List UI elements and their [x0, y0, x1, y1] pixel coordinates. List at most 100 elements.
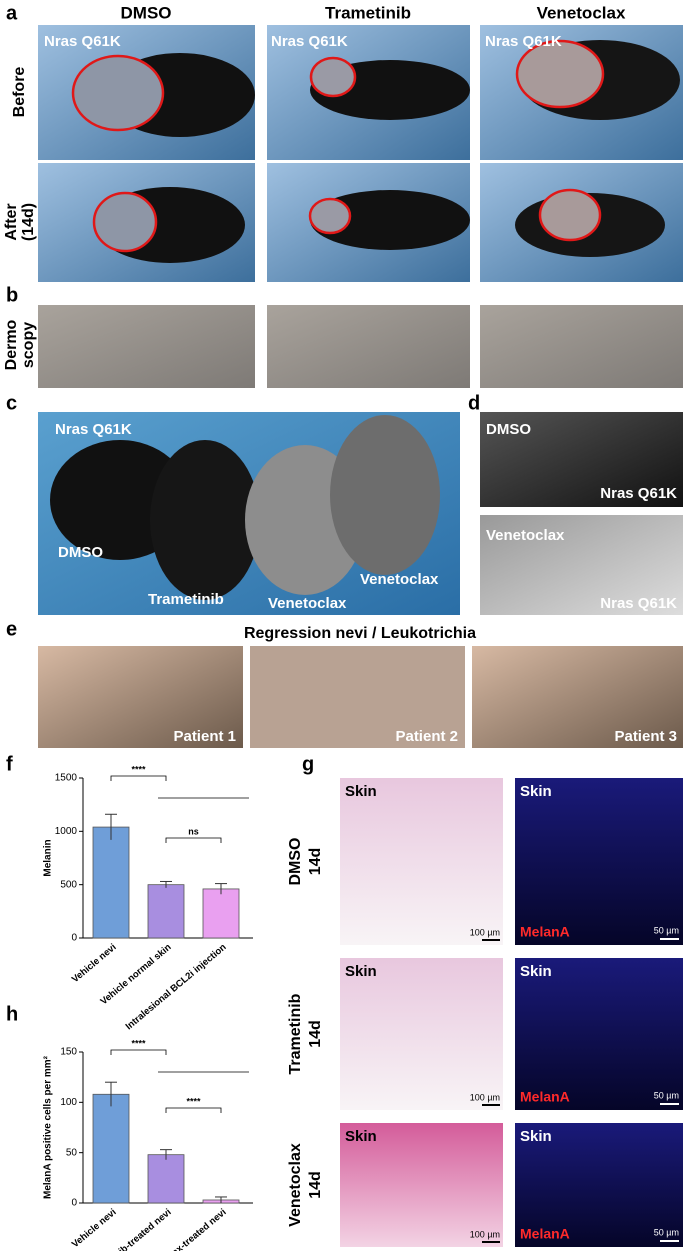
- bar: [92, 826, 130, 939]
- lesion-circle: [538, 188, 602, 242]
- photo: [515, 1123, 683, 1247]
- lesion-circle: [92, 191, 158, 253]
- y-tick-label: 150: [60, 1047, 77, 1058]
- lesion-circle: [309, 56, 357, 98]
- scale-label: 100 µm: [470, 1092, 500, 1102]
- column-header: DMSO: [121, 3, 172, 22]
- photo-tag: Nras Q61K: [600, 595, 677, 612]
- stain-label: MelanA: [520, 1226, 570, 1242]
- scale-label: 100 µm: [470, 1229, 500, 1239]
- photo-tag: Venetoclax: [486, 527, 565, 544]
- photo-tag: Skin: [345, 963, 377, 980]
- photo-tag: Trametinib: [148, 591, 224, 608]
- photo-tag: Patient 1: [173, 728, 236, 745]
- significance-bracket: [110, 1049, 167, 1055]
- column-header: Venetoclax: [537, 3, 626, 22]
- row-label: Before: [11, 67, 28, 118]
- photo-grid: [38, 25, 683, 282]
- photo: [515, 958, 683, 1110]
- bar: [147, 1154, 185, 1204]
- photo: [267, 305, 470, 388]
- significance-label: ****: [131, 764, 146, 774]
- scale-label: 100 µm: [470, 927, 500, 937]
- photo-tag: Venetoclax: [268, 595, 347, 612]
- panel-title: Regression nevi / Leukotrichia: [244, 625, 476, 642]
- photo-tag: Venetoclax: [360, 571, 439, 588]
- photo: [480, 515, 683, 615]
- photo: [472, 646, 683, 748]
- row-label: After: [3, 203, 20, 240]
- photo-tag: Patient 3: [614, 728, 677, 745]
- x-tick-label: Vehicle nevi: [70, 942, 119, 985]
- panel-label: g: [302, 753, 314, 775]
- panel-label: h: [6, 1003, 18, 1025]
- photo: [250, 646, 465, 748]
- row-label: Venetoclax: [287, 1143, 304, 1227]
- y-tick-label: 0: [71, 933, 77, 944]
- photo: [340, 1123, 503, 1247]
- mouse: [310, 190, 470, 250]
- significance-label: ns: [188, 826, 199, 836]
- y-axis-title: MelanA positive cells per mm²: [43, 1055, 54, 1199]
- row-label: Trametinib: [287, 993, 304, 1074]
- scale-label: 50 µm: [654, 1227, 679, 1237]
- photo-tag: DMSO: [58, 544, 103, 561]
- significance-bracket: [165, 837, 222, 843]
- y-tick-label: 500: [60, 879, 77, 890]
- lesion-circle: [71, 54, 165, 132]
- photo-tag: Nras Q61K: [44, 33, 121, 50]
- photo: [38, 646, 243, 748]
- row-label: 14d: [307, 848, 324, 876]
- panel-label: a: [6, 2, 18, 24]
- row-label: scopy: [20, 322, 37, 368]
- bar: [202, 888, 240, 939]
- row-label: Dermo: [3, 319, 20, 370]
- photo: [480, 305, 683, 388]
- mouse: [330, 415, 440, 575]
- panel-label: e: [6, 618, 17, 640]
- row-label: (14d): [20, 203, 37, 241]
- y-tick-label: 100: [60, 1097, 77, 1108]
- panel-label: b: [6, 284, 18, 306]
- photo-tag: Nras Q61K: [600, 485, 677, 502]
- photo: [515, 778, 683, 945]
- x-tick-label: Vehicle nevi: [70, 1207, 119, 1250]
- photo: [480, 412, 683, 507]
- photo-tag: Skin: [345, 1128, 377, 1145]
- panel-label: d: [468, 392, 480, 414]
- scale-label: 50 µm: [654, 1090, 679, 1100]
- significance-label: ****: [186, 1096, 201, 1106]
- photo: [340, 778, 503, 945]
- photo-tag: Nras Q61K: [55, 421, 132, 438]
- mouse: [150, 440, 260, 600]
- y-axis-title: Melanin: [43, 839, 54, 876]
- scale-label: 50 µm: [654, 925, 679, 935]
- photo-tag: Skin: [345, 783, 377, 800]
- x-tick-label: Intralesional BCL2i injection: [124, 942, 229, 1033]
- panel-label: f: [6, 753, 13, 775]
- y-tick-label: 0: [71, 1198, 77, 1209]
- significance-label: ****: [131, 1038, 146, 1048]
- row-label: DMSO: [287, 838, 304, 886]
- photo-tag: Skin: [520, 963, 552, 980]
- photo: [340, 958, 503, 1110]
- column-header: Trametinib: [325, 3, 411, 22]
- lesion-circle: [515, 39, 605, 109]
- photo-tag: Nras Q61K: [485, 33, 562, 50]
- stain-label: MelanA: [520, 1089, 570, 1105]
- y-tick-label: 1000: [55, 826, 78, 837]
- significance-bracket: [110, 775, 167, 781]
- row-label: 14d: [307, 1020, 324, 1048]
- lesion-circle: [308, 197, 352, 235]
- bar: [92, 1093, 130, 1204]
- bar: [147, 884, 185, 939]
- photo-tag: Patient 2: [395, 728, 458, 745]
- significance-bracket: [165, 1107, 222, 1113]
- photo-tag: Skin: [520, 1128, 552, 1145]
- stain-label: MelanA: [520, 924, 570, 940]
- photo: [38, 305, 255, 388]
- photo-tag: Nras Q61K: [271, 33, 348, 50]
- row-label: 14d: [307, 1171, 324, 1199]
